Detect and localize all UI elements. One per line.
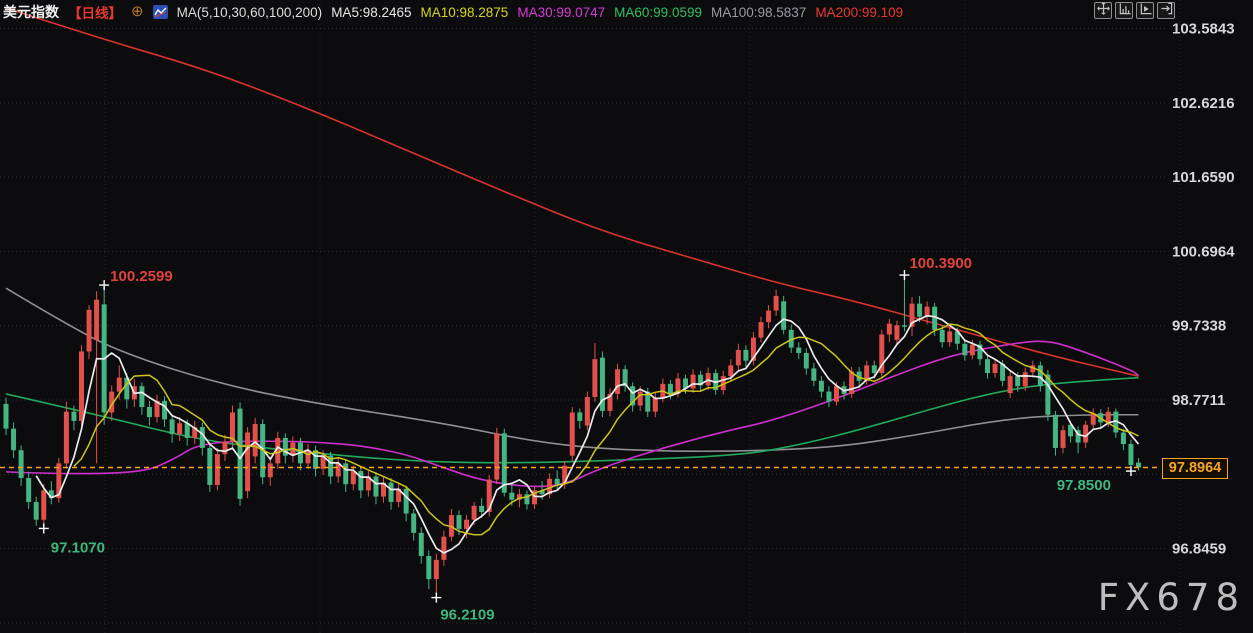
current-price-box: 97.8964: [1162, 457, 1228, 479]
ma5-value: MA5:98.2465: [331, 4, 412, 20]
axis-play-button[interactable]: [1136, 2, 1154, 19]
ma30-value: MA30:99.0747: [517, 4, 606, 20]
mini-chart-icon[interactable]: [152, 5, 168, 19]
svg-text:96.8459: 96.8459: [1172, 541, 1226, 558]
pane-collapse-icon: [1160, 2, 1173, 20]
period-selector[interactable]: 【日线】: [68, 6, 122, 21]
svg-text:101.6590: 101.6590: [1172, 169, 1235, 186]
watermark: FX678: [1097, 576, 1245, 619]
svg-text:103.5843: 103.5843: [1172, 21, 1235, 38]
svg-text:102.6216: 102.6216: [1172, 95, 1235, 112]
chart-header: 美元指数 【日线】 ⊕ MA(5,10,30,60,100,200) MA5:9…: [3, 2, 903, 22]
svg-text:97.8500: 97.8500: [1057, 477, 1111, 494]
ma60-value: MA60:99.0599: [614, 4, 702, 20]
axis-bars-icon: [1118, 2, 1131, 20]
svg-text:98.7711: 98.7711: [1172, 392, 1225, 409]
ma100-value: MA100:98.5837: [710, 4, 807, 20]
svg-text:96.2109: 96.2109: [440, 607, 494, 624]
crosshair-icon: [1096, 1, 1110, 20]
svg-text:100.3900: 100.3900: [909, 255, 972, 272]
ma200-value: MA200:99.109: [815, 4, 904, 20]
axis-bars-button[interactable]: [1115, 2, 1133, 19]
crosshair-button[interactable]: [1094, 1, 1112, 20]
axis-play-icon: [1139, 2, 1152, 20]
ma-group-label: MA(5,10,30,60,100,200): [176, 4, 323, 20]
chart-toolbar: [1094, 1, 1175, 20]
svg-text:99.7338: 99.7338: [1172, 318, 1226, 335]
ma10-value: MA10:98.2875: [420, 4, 509, 20]
circle-plus-icon[interactable]: ⊕: [131, 3, 144, 20]
symbol-name: 美元指数: [3, 4, 59, 20]
svg-text:97.1070: 97.1070: [51, 539, 105, 556]
svg-text:100.2599: 100.2599: [110, 268, 173, 285]
pane-collapse-button[interactable]: [1157, 2, 1175, 19]
svg-text:100.6964: 100.6964: [1172, 243, 1235, 260]
